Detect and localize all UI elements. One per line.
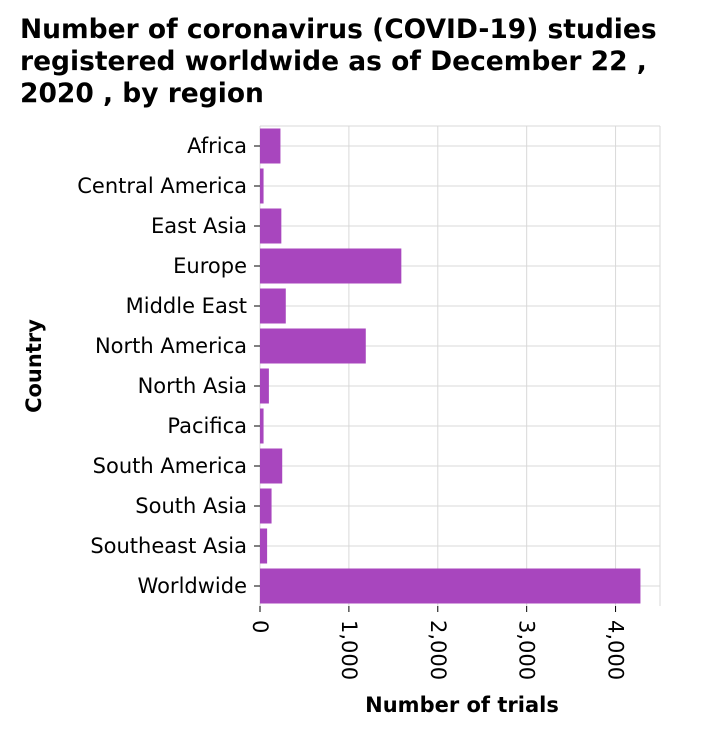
x-axis-label: Number of trials (365, 693, 559, 717)
y-tick-label-7: Pacifica (167, 414, 247, 438)
grid-lines (259, 125, 661, 606)
y-tick-label-9: South Asia (135, 494, 247, 518)
chart-title: Number of coronavirus (COVID-19) studies… (20, 14, 710, 110)
y-tick-label-8: South America (93, 454, 247, 478)
x-tick-label-4: 4,000 (604, 620, 628, 680)
x-tick-label-1: 1,000 (337, 620, 361, 680)
bar-4 (260, 288, 286, 324)
x-tick-labels: 0 1,000 2,000 3,000 4,000 (248, 606, 628, 680)
y-tick-label-6: North Asia (138, 374, 247, 398)
bar-9 (260, 488, 272, 524)
y-tick-labels: Africa Central America East Asia Europe Midd… (77, 134, 260, 598)
bar-7 (260, 408, 264, 444)
y-tick-label-3: Europe (173, 254, 247, 278)
chart-title-line-2: registered worldwide as of December 22 , (20, 46, 647, 77)
x-tick-label-3: 3,000 (515, 620, 539, 680)
bar-6 (260, 368, 269, 404)
y-tick-label-10: Southeast Asia (90, 534, 247, 558)
x-tick-label-2: 2,000 (426, 620, 450, 680)
bar-2 (260, 208, 282, 244)
y-axis-label: Country (22, 319, 46, 413)
y-tick-label-4: Middle East (126, 294, 247, 318)
chart-title-line-3: 2020 , by region (20, 78, 264, 109)
bar-0 (260, 128, 281, 164)
x-tick-label-0: 0 (248, 620, 272, 633)
y-tick-label-5: North America (95, 334, 247, 358)
bar-11 (260, 568, 641, 604)
y-tick-label-1: Central America (77, 174, 247, 198)
bars (260, 128, 641, 604)
bar-1 (260, 168, 264, 204)
chart-title-line-1: Number of coronavirus (COVID-19) studies (20, 14, 657, 45)
bar-10 (260, 528, 268, 564)
y-tick-label-11: Worldwide (138, 574, 247, 598)
y-tick-label-2: East Asia (151, 214, 247, 238)
y-tick-label-0: Africa (187, 134, 247, 158)
bar-8 (260, 448, 283, 484)
bar-5 (260, 328, 366, 364)
bar-3 (260, 248, 402, 284)
